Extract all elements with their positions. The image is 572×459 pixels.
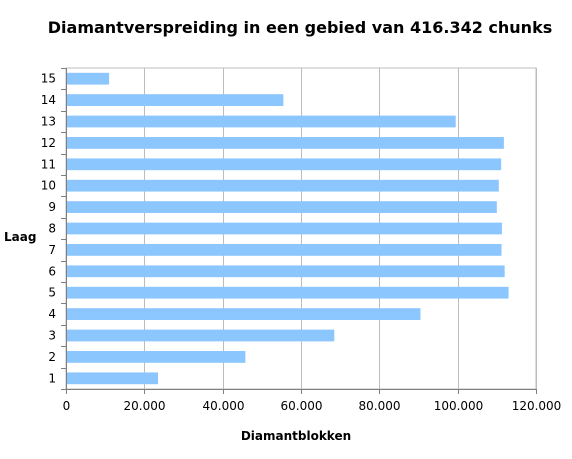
y-tick-label: 14 (41, 93, 56, 107)
x-tick-label: 120.000 (512, 399, 562, 413)
x-axis-title: Diamantblokken (240, 429, 352, 443)
bar-layer (66, 72, 509, 385)
y-tick-label: 3 (48, 329, 56, 343)
y-tick-label: 11 (41, 157, 56, 171)
bar (66, 158, 502, 171)
y-tick-label: 13 (41, 115, 56, 129)
tick-label-layer: 0 20.000 40.000 60.000 80.000 100.000 120.000 1… (41, 72, 562, 413)
y-tick-label: 5 (48, 286, 56, 300)
x-tick-label: 60.000 (281, 399, 323, 413)
y-tick-label: 1 (48, 371, 56, 385)
bar (66, 265, 505, 278)
bar (66, 179, 499, 192)
y-tick-label: 2 (48, 350, 56, 364)
y-tick-label: 6 (48, 264, 56, 278)
bar (66, 329, 335, 342)
y-tick-label: 12 (41, 136, 56, 150)
bar (66, 372, 159, 385)
chart-title: Diamantverspreiding in een gebied van 41… (47, 18, 553, 37)
x-tick-label: 100.000 (434, 399, 484, 413)
bar (66, 351, 246, 363)
bar (66, 308, 421, 320)
y-tick-label: 9 (48, 200, 56, 214)
x-tick-label: 0 (63, 399, 71, 413)
bar (66, 137, 504, 149)
y-tick-label: 4 (48, 307, 56, 321)
bar (66, 115, 456, 128)
axis-layer (61, 68, 537, 394)
bar (66, 72, 110, 85)
y-tick-label: 15 (41, 72, 56, 86)
y-tick-label: 10 (41, 179, 56, 193)
y-axis-title: Laag (4, 230, 37, 244)
bar (66, 286, 509, 299)
bar (66, 201, 497, 213)
y-tick-label: 7 (48, 243, 56, 257)
x-tick-label: 20.000 (124, 399, 166, 413)
x-tick-label: 40.000 (203, 399, 245, 413)
x-tick-label: 80.000 (359, 399, 401, 413)
bar (66, 94, 284, 106)
bar (66, 222, 502, 235)
bar (66, 244, 502, 256)
y-tick-label: 8 (48, 222, 56, 236)
